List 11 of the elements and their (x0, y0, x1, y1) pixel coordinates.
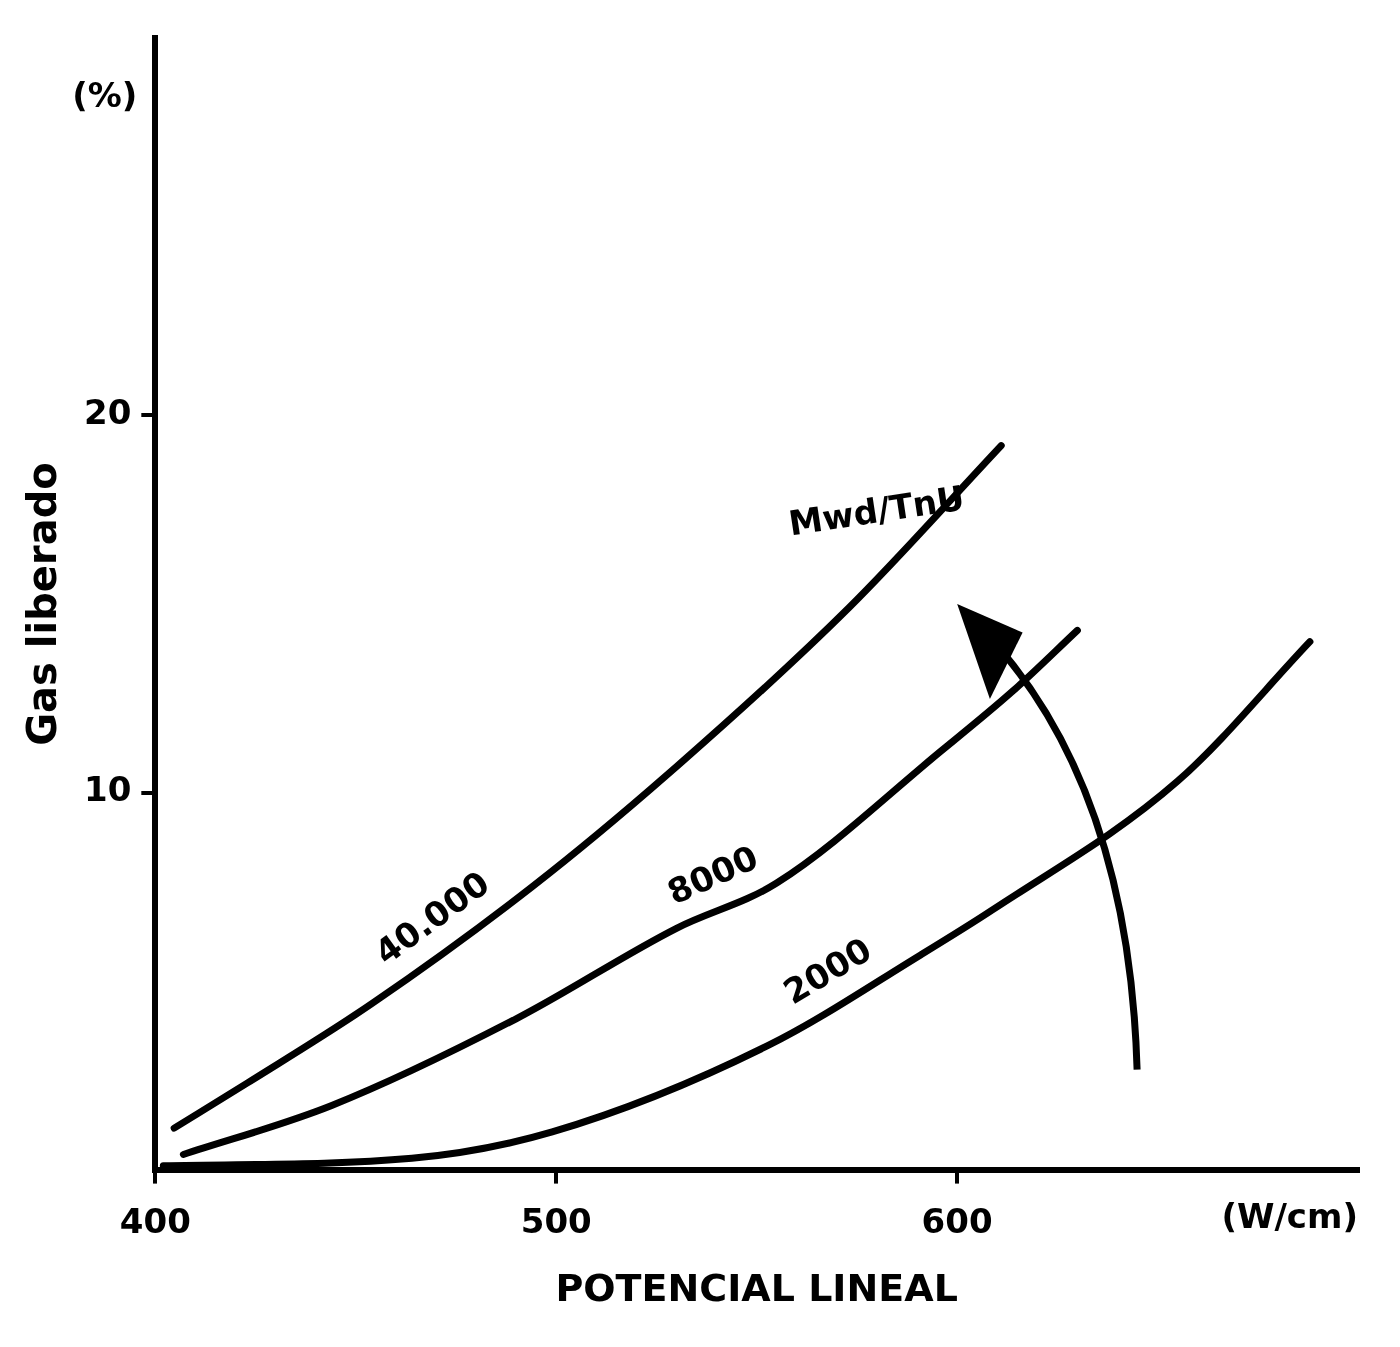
x-axis-title: POTENCIAL LINEAL (555, 1266, 958, 1311)
text: (%) (72, 75, 138, 116)
annotation: Mwd/TnU (785, 477, 967, 544)
text: 8000 (661, 836, 764, 913)
y-tick-label: 20 (83, 392, 132, 433)
text: (W/cm) (1221, 1196, 1358, 1237)
x-tick-label: 600 (921, 1200, 993, 1241)
y-tick-label: 10 (83, 769, 132, 810)
x-tick-label: 500 (520, 1200, 592, 1241)
x-tick-label: 400 (119, 1200, 191, 1241)
y-axis-title: Gas liberado (19, 462, 66, 746)
